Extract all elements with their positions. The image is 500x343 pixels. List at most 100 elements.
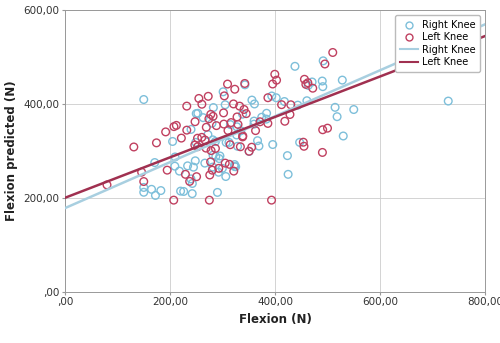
Point — [202, 125, 210, 130]
Point — [225, 140, 233, 145]
Legend: Right Knee, Left Knee, Right Knee, Left Knee: Right Knee, Left Knee, Right Knee, Left … — [396, 15, 480, 72]
Point — [233, 124, 241, 130]
Point — [206, 172, 214, 178]
Point — [331, 105, 339, 110]
Point — [195, 96, 203, 101]
Point — [162, 129, 170, 135]
Point — [268, 81, 276, 87]
Point — [220, 121, 228, 127]
Point — [268, 142, 276, 147]
Point — [215, 166, 223, 171]
Point — [198, 102, 206, 107]
Point — [191, 119, 199, 125]
Point — [187, 176, 195, 182]
Point — [210, 105, 218, 110]
Point — [202, 145, 210, 151]
Point — [201, 161, 209, 166]
Point — [281, 119, 289, 124]
Point — [444, 98, 452, 104]
Point — [194, 144, 202, 150]
Point — [192, 174, 200, 179]
Point — [206, 198, 214, 203]
Point — [194, 110, 202, 116]
Point — [321, 61, 329, 67]
Point — [284, 172, 292, 177]
Point — [207, 112, 215, 117]
Point — [268, 93, 276, 99]
Point — [237, 128, 245, 133]
Point — [268, 198, 276, 203]
Point — [264, 121, 272, 126]
Point — [130, 144, 138, 150]
Point — [294, 103, 302, 108]
Point — [238, 111, 246, 117]
Point — [207, 148, 215, 153]
Point — [194, 135, 202, 141]
Point — [188, 181, 196, 186]
Point — [236, 144, 244, 150]
Point — [170, 124, 178, 129]
Point — [227, 120, 235, 125]
Point — [221, 161, 229, 166]
Point — [329, 50, 337, 55]
Point — [209, 164, 217, 170]
Point — [186, 179, 194, 184]
Point — [184, 163, 192, 169]
Point — [248, 144, 256, 150]
Point — [103, 182, 111, 188]
Point — [163, 167, 171, 173]
Point — [148, 187, 156, 192]
Point — [224, 81, 232, 87]
Point — [204, 94, 212, 99]
Point — [187, 127, 195, 132]
Point — [230, 101, 237, 107]
Point — [226, 142, 234, 147]
Y-axis label: Flexion predicted (N): Flexion predicted (N) — [5, 81, 18, 221]
Point — [138, 169, 145, 175]
Point — [300, 140, 308, 145]
Point — [152, 193, 160, 198]
Point — [303, 98, 311, 104]
Point — [192, 140, 200, 145]
Point — [201, 137, 209, 143]
Point — [304, 83, 312, 88]
Point — [272, 95, 280, 100]
Point — [216, 153, 224, 159]
Point — [304, 80, 312, 85]
Point — [176, 188, 184, 194]
Point — [222, 140, 230, 145]
Point — [296, 140, 304, 145]
Point — [272, 78, 280, 83]
Point — [284, 153, 292, 158]
Point — [212, 123, 220, 128]
Point — [319, 84, 327, 90]
Point — [231, 86, 239, 92]
Point — [230, 164, 238, 169]
Point — [232, 164, 239, 169]
Point — [250, 118, 258, 124]
Point — [209, 114, 217, 119]
Point — [302, 82, 310, 87]
Point — [232, 132, 240, 138]
Point — [241, 81, 249, 86]
Point — [191, 142, 199, 148]
Point — [222, 174, 230, 179]
Point — [140, 179, 148, 184]
Point — [324, 126, 332, 131]
Point — [212, 154, 220, 159]
Point — [224, 128, 232, 133]
Point — [208, 120, 216, 126]
Point — [350, 107, 358, 112]
Point — [254, 138, 262, 143]
Point — [300, 76, 308, 82]
Point — [183, 103, 191, 109]
Point — [245, 149, 253, 154]
X-axis label: Flexion (N): Flexion (N) — [238, 313, 312, 326]
Point — [230, 168, 238, 174]
Point — [286, 112, 294, 117]
Point — [278, 102, 285, 107]
Point — [190, 164, 198, 170]
Point — [245, 149, 253, 154]
Point — [248, 97, 256, 103]
Point — [198, 134, 206, 140]
